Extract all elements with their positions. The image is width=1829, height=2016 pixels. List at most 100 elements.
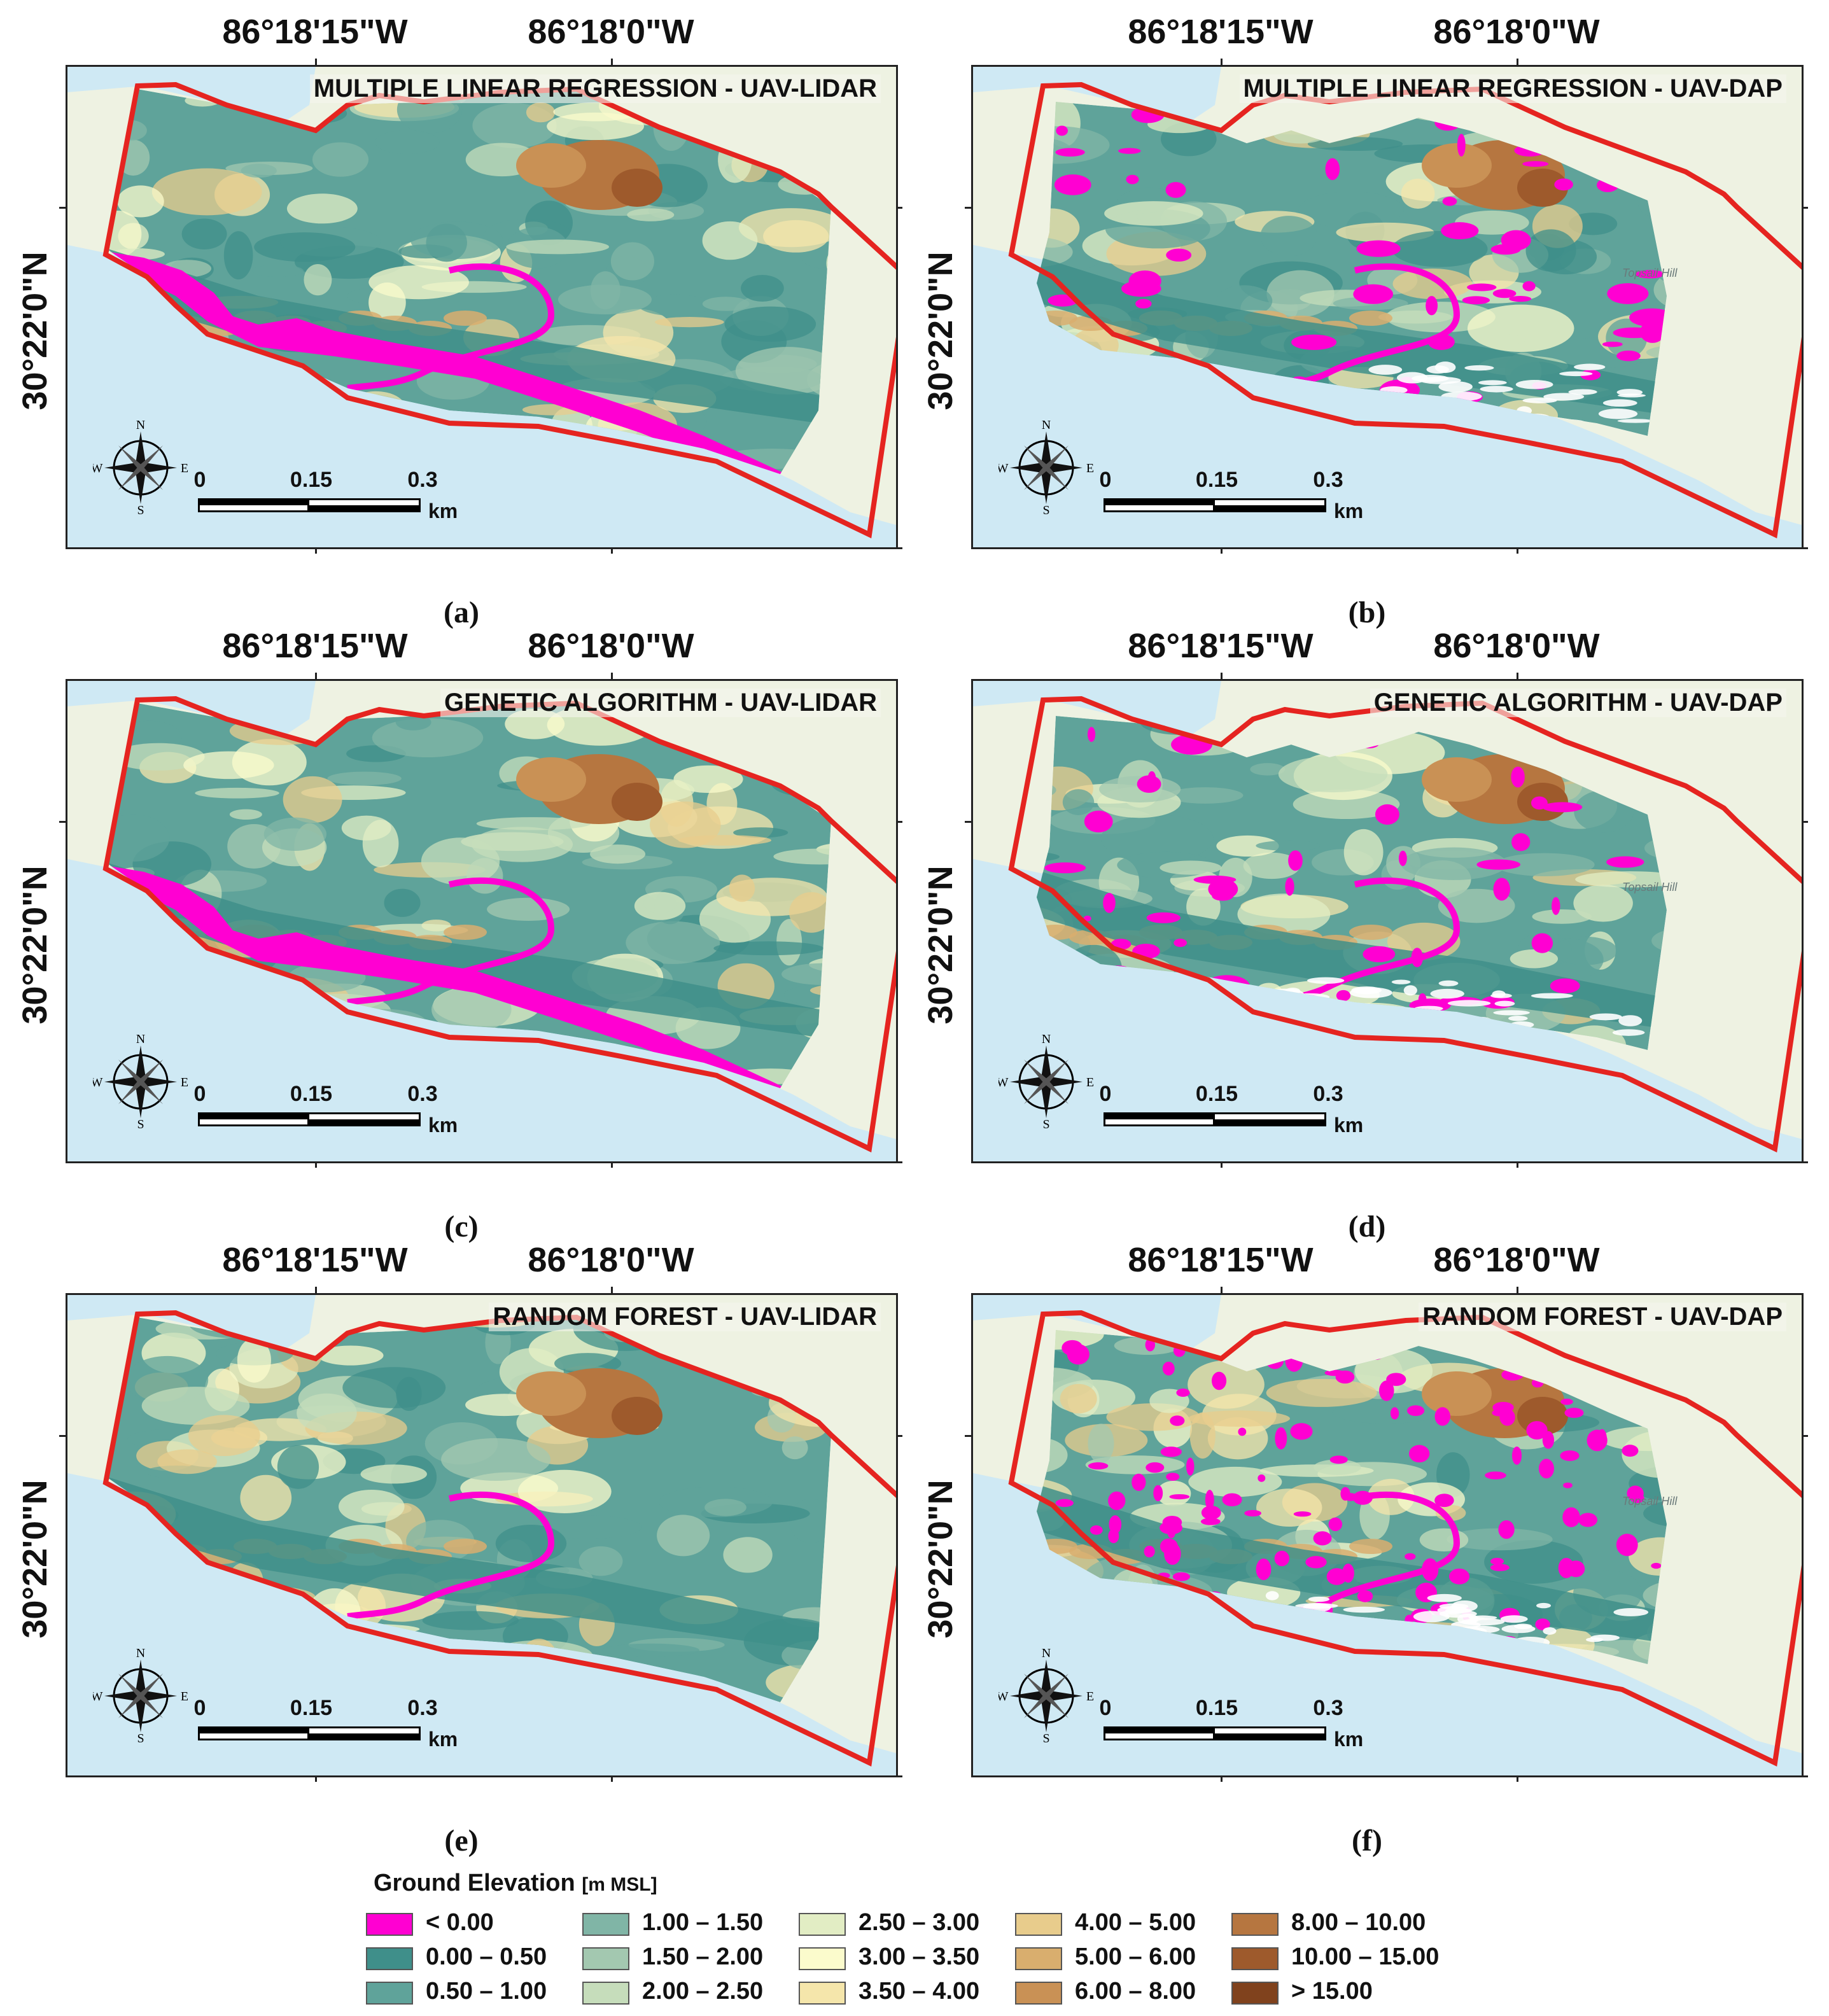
elevation-patch (526, 102, 556, 123)
negative-elevation-patch (1434, 1407, 1450, 1426)
negative-elevation-patch (1103, 893, 1116, 913)
legend-swatch (582, 1982, 629, 2005)
legend-label: 5.00 – 6.00 (1075, 1943, 1196, 1970)
graticule-tick (1517, 547, 1518, 554)
elevation-patch (1256, 840, 1321, 851)
elevation-patch (1266, 1378, 1377, 1407)
negative-elevation-patch (1511, 1446, 1522, 1465)
elevation-patch (1256, 1488, 1322, 1527)
data-gap (1543, 393, 1585, 401)
data-gap (1589, 1013, 1622, 1021)
graticule-tick (1221, 1775, 1223, 1782)
legend-label: 3.00 – 3.50 (858, 1943, 980, 1970)
graticule-tick (1802, 207, 1808, 209)
negative-elevation-patch (1174, 939, 1188, 948)
map-frame: Topsail Hill RANDOM FOREST - UAV-DAP N S E W 0… (971, 1293, 1804, 1777)
legend-item: 6.00 – 8.00 (1015, 1978, 1231, 2007)
legend-label: 3.50 – 4.00 (858, 1978, 980, 2005)
scale-bar-label: 0.15 (290, 1696, 333, 1720)
elevation-patch (657, 1515, 710, 1557)
negative-elevation-patch (1607, 283, 1649, 304)
negative-elevation-patch (1109, 1515, 1122, 1534)
negative-elevation-patch (1153, 1485, 1163, 1502)
scale-bar-segment (1104, 498, 1215, 512)
data-gap (1612, 1029, 1645, 1036)
map-title: MULTIPLE LINEAR REGRESSION - UAV-DAP (1239, 74, 1786, 103)
graticule-tick (315, 673, 317, 679)
negative-elevation-patch (1538, 1459, 1554, 1479)
compass-n-label: N (136, 420, 145, 432)
scale-bar-unit: km (428, 500, 458, 522)
data-gap (1618, 1015, 1643, 1026)
north-arrow-icon: N S E W (93, 420, 188, 515)
panel-caption: (c) (444, 1210, 479, 1243)
scale-bar-segment (198, 1726, 309, 1740)
negative-elevation-patch (1651, 1562, 1662, 1569)
graticule-tick (896, 1161, 902, 1163)
graticule-tick (315, 1161, 317, 1168)
negative-elevation-patch (1170, 1415, 1185, 1426)
elevation-patch (112, 743, 205, 771)
elevation-patch (1260, 216, 1318, 256)
scale-bar-unit: km (1334, 1114, 1364, 1137)
negative-elevation-patch (1342, 1564, 1354, 1583)
high-ground (1517, 169, 1568, 207)
elevation-patch (441, 1438, 551, 1481)
elevation-patch (733, 827, 788, 838)
data-gap (1500, 1615, 1528, 1623)
scale-bar-segment (1104, 1112, 1215, 1126)
elevation-patch (422, 1611, 519, 1630)
negative-elevation-patch (1356, 240, 1401, 257)
negative-elevation-patch (1411, 948, 1424, 967)
legend-swatch (799, 1982, 846, 2005)
data-gap (1574, 363, 1606, 370)
graticule-tick (315, 547, 317, 554)
dune-ridge (444, 1539, 487, 1554)
negative-elevation-patch (1288, 850, 1303, 871)
negative-elevation-patch (1238, 1427, 1247, 1436)
compass-w-label: W (999, 1690, 1009, 1704)
negative-elevation-patch (1509, 295, 1532, 302)
elevation-patch (1167, 787, 1244, 804)
legend-swatch (799, 1913, 846, 1936)
gulf-water (973, 859, 1802, 1161)
negative-elevation-patch (1172, 1572, 1190, 1581)
elevation-patch (471, 827, 573, 862)
data-gap (1617, 393, 1646, 398)
elevation-patch (368, 282, 406, 323)
elevation-patch (1313, 1459, 1361, 1475)
data-gap (1307, 977, 1345, 984)
negative-elevation-patch (1056, 125, 1068, 136)
negative-elevation-patch (1363, 946, 1396, 963)
elevation-patch (339, 1489, 405, 1523)
graticule-tick (611, 1287, 613, 1293)
negative-elevation-patch (1146, 1462, 1165, 1473)
dune-ridge (444, 925, 487, 940)
map-panel: 86°18'15"W 86°18'0"W 30°22'0"N Topsail Hill… (922, 627, 1825, 1254)
data-gap (1568, 389, 1597, 395)
negative-elevation-patch (1390, 1407, 1399, 1420)
compass-s-label: S (137, 1732, 144, 1744)
elevation-patch (1100, 815, 1214, 862)
scale-bar-segment (1213, 1726, 1326, 1740)
compass-s-label: S (1042, 1117, 1049, 1130)
data-gap (1559, 371, 1593, 377)
negative-elevation-patch (1552, 897, 1560, 915)
scale-bar: 0 0.15 0.3 km (1100, 468, 1396, 525)
elevation-patch (1237, 893, 1331, 935)
elevation-patch (741, 275, 784, 302)
elevation-patch (1629, 1537, 1667, 1576)
negative-elevation-patch (1635, 270, 1665, 279)
legend-swatch (1231, 1982, 1279, 2005)
graticule-tick (1802, 547, 1808, 549)
elevation-patch (1088, 1424, 1114, 1464)
latitude-label: 30°22'0"N (16, 251, 54, 410)
negative-elevation-patch (1328, 1517, 1343, 1532)
negative-elevation-patch (1165, 182, 1186, 198)
data-gap (1515, 380, 1553, 389)
negative-elevation-patch (1146, 912, 1181, 923)
data-gap (1434, 361, 1456, 374)
graticule-tick (315, 1775, 317, 1782)
negative-elevation-patch (1186, 1457, 1195, 1476)
elevation-patch (362, 820, 399, 868)
